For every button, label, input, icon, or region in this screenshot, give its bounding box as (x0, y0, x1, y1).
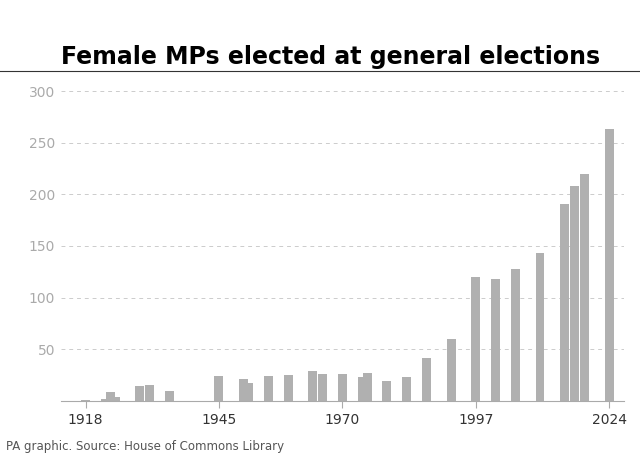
Bar (511, 268, 520, 401)
Bar (491, 279, 500, 401)
Bar (318, 374, 327, 401)
Bar (264, 376, 273, 401)
Bar (111, 397, 120, 401)
Bar (165, 392, 174, 401)
Bar (106, 393, 115, 401)
Bar (580, 174, 589, 401)
Bar (308, 371, 317, 401)
Bar (145, 385, 154, 401)
Bar (101, 398, 109, 401)
Bar (536, 253, 545, 401)
Bar (570, 186, 579, 401)
Text: PA graphic. Source: House of Commons Library: PA graphic. Source: House of Commons Lib… (6, 440, 285, 453)
Text: Female MPs elected at general elections: Female MPs elected at general elections (61, 45, 600, 70)
Bar (284, 375, 292, 401)
Bar (81, 400, 90, 401)
Bar (447, 339, 456, 401)
Bar (402, 377, 411, 401)
Bar (471, 277, 480, 401)
Bar (605, 129, 614, 401)
Bar (383, 381, 391, 401)
Bar (422, 359, 431, 401)
Bar (363, 373, 372, 401)
Bar (358, 377, 367, 401)
Bar (214, 376, 223, 401)
Bar (239, 379, 248, 401)
Bar (136, 386, 144, 401)
Bar (244, 383, 253, 401)
Bar (560, 203, 569, 401)
Bar (338, 374, 347, 401)
